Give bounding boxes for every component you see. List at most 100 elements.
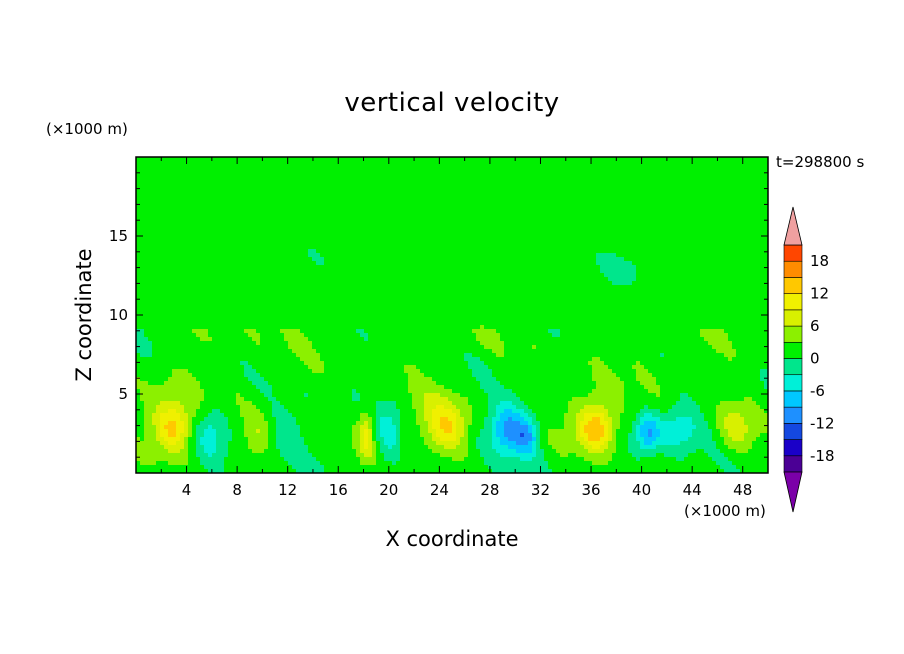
contour-cell <box>716 253 721 258</box>
contour-cell <box>176 257 181 262</box>
contour-cell <box>572 217 577 222</box>
contour-cell <box>440 277 445 282</box>
contour-cell <box>492 169 497 174</box>
contour-cell <box>180 261 185 266</box>
contour-cell <box>692 229 697 234</box>
contour-cell <box>140 205 145 210</box>
contour-cell <box>432 181 437 186</box>
contour-cell <box>656 249 661 254</box>
contour-cell <box>300 241 305 246</box>
contour-cell <box>476 269 481 274</box>
contour-cell <box>240 209 245 214</box>
contour-cell <box>380 189 385 194</box>
contour-cell <box>640 189 645 194</box>
contour-cell <box>168 201 173 206</box>
contour-cell <box>408 165 413 170</box>
contour-cell <box>172 225 177 230</box>
contour-cell <box>624 213 629 218</box>
contour-cell <box>172 217 177 222</box>
contour-cell <box>492 249 497 254</box>
contour-cell <box>208 173 213 178</box>
contour-cell <box>688 161 693 166</box>
contour-cell <box>560 189 565 194</box>
contour-cell <box>536 277 541 282</box>
contour-cell <box>580 253 585 258</box>
contour-cell <box>312 161 317 166</box>
contour-cell <box>332 157 337 162</box>
contour-cell <box>592 249 597 254</box>
contour-cell <box>252 193 257 198</box>
contour-cell <box>188 265 193 270</box>
contour-cell <box>584 181 589 186</box>
contour-cell <box>488 233 493 238</box>
contour-cell <box>180 193 185 198</box>
contour-cell <box>428 241 433 246</box>
contour-cell <box>416 277 421 282</box>
contour-cell <box>172 265 177 270</box>
contour-cell <box>176 181 181 186</box>
contour-cell <box>664 173 669 178</box>
contour-cell <box>508 265 513 270</box>
contour-cell <box>144 189 149 194</box>
contour-cell <box>484 229 489 234</box>
contour-cell <box>292 257 297 262</box>
contour-cell <box>364 181 369 186</box>
contour-cell <box>728 201 733 206</box>
contour-cell <box>760 237 765 242</box>
contour-cell <box>732 165 737 170</box>
contour-cell <box>588 185 593 190</box>
contour-cell <box>200 221 205 226</box>
contour-cell <box>544 161 549 166</box>
contour-cell <box>304 269 309 274</box>
contour-cell <box>604 165 609 170</box>
contour-cell <box>192 209 197 214</box>
contour-cell <box>136 205 141 210</box>
contour-cell <box>664 253 669 258</box>
contour-cell <box>260 261 265 266</box>
contour-cell <box>316 261 321 266</box>
contour-cell <box>404 237 409 242</box>
contour-cell <box>316 173 321 178</box>
contour-cell <box>212 193 217 198</box>
contour-cell <box>388 181 393 186</box>
contour-cell <box>200 229 205 234</box>
contour-cell <box>448 269 453 274</box>
contour-cell <box>700 229 705 234</box>
contour-cell <box>220 213 225 218</box>
contour-cell <box>692 261 697 266</box>
contour-cell <box>160 249 165 254</box>
contour-cell <box>744 261 749 266</box>
contour-cell <box>616 261 621 266</box>
contour-cell <box>648 245 653 250</box>
contour-cell <box>252 165 257 170</box>
contour-cell <box>536 193 541 198</box>
contour-cell <box>164 253 169 258</box>
contour-cell <box>300 205 305 210</box>
contour-cell <box>148 197 153 202</box>
contour-cell <box>392 189 397 194</box>
contour-cell <box>476 213 481 218</box>
contour-cell <box>640 249 645 254</box>
contour-cell <box>292 245 297 250</box>
contour-cell <box>528 249 533 254</box>
contour-cell <box>404 265 409 270</box>
contour-cell <box>544 249 549 254</box>
contour-cell <box>356 233 361 238</box>
contour-cell <box>420 181 425 186</box>
contour-cell <box>188 165 193 170</box>
contour-cell <box>640 213 645 218</box>
contour-cell <box>596 189 601 194</box>
contour-cell <box>432 173 437 178</box>
contour-cell <box>752 233 757 238</box>
contour-cell <box>508 229 513 234</box>
contour-cell <box>692 273 697 278</box>
contour-cell <box>216 165 221 170</box>
contour-cell <box>480 169 485 174</box>
contour-cell <box>180 269 185 274</box>
contour-cell <box>600 193 605 198</box>
contour-cell <box>320 201 325 206</box>
contour-cell <box>220 225 225 230</box>
contour-cell <box>444 181 449 186</box>
contour-cell <box>728 213 733 218</box>
contour-cell <box>636 257 641 262</box>
